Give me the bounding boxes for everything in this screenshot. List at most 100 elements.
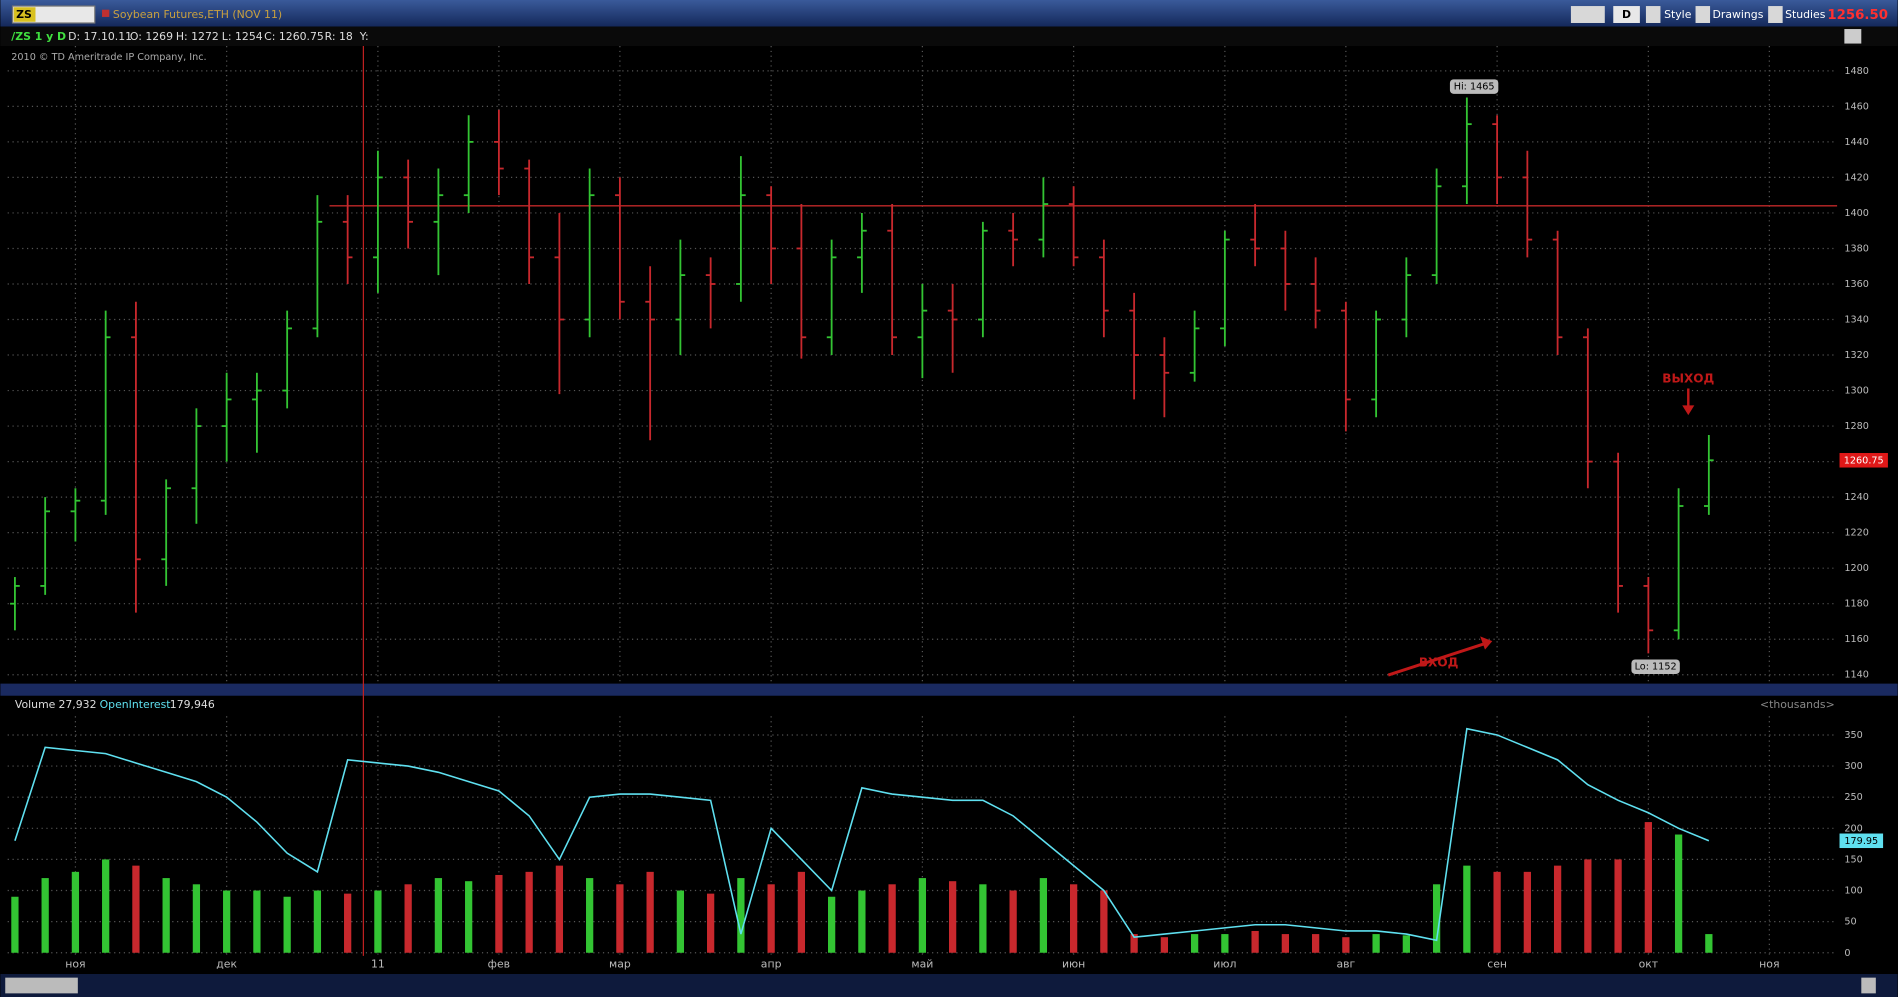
entry-arrow — [1387, 642, 1486, 677]
open-interest-line — [14, 727, 1710, 942]
volume-bar — [858, 890, 866, 953]
extreme-tag — [1631, 659, 1680, 674]
volume-bar — [71, 871, 80, 953]
button-label[interactable]: Drawings — [1712, 8, 1763, 21]
volume-bar — [676, 890, 685, 953]
button-label[interactable]: Studies — [1785, 8, 1826, 21]
oi-tag — [1839, 833, 1884, 849]
scroll-button[interactable] — [1861, 977, 1876, 994]
volume-bar — [1342, 937, 1350, 953]
info: L: 1254 — [222, 30, 263, 43]
volume-bar — [1009, 890, 1017, 953]
info: C: 1260.75 — [264, 30, 324, 43]
volume-bar — [918, 878, 927, 953]
y-tick-label: 1300 — [1844, 386, 1869, 397]
volume-bar — [707, 893, 715, 953]
oi-tag-label: 179.95 — [1844, 836, 1878, 847]
y-tick-label: 0 — [1844, 948, 1850, 959]
volume-bar — [1705, 934, 1713, 953]
y-tick-label: 1340 — [1844, 315, 1869, 326]
extreme-tag — [1449, 79, 1499, 94]
x-tick-label: июл — [1213, 957, 1236, 970]
volume-bar — [283, 896, 291, 953]
volume-bar — [797, 871, 806, 953]
volume-bar — [434, 878, 443, 953]
volume-bar — [1039, 878, 1048, 953]
volume-bar — [1553, 865, 1562, 953]
volume-bar — [344, 893, 352, 953]
volume-bar — [11, 896, 19, 953]
volume-bar — [1311, 934, 1320, 953]
info: Y: — [359, 30, 369, 43]
y-tick-label: 100 — [1844, 886, 1862, 897]
y-tick-label: 1280 — [1844, 421, 1869, 432]
last-quote: 1256.50 — [1827, 8, 1888, 23]
volume-bar — [828, 896, 836, 953]
volume-bar — [1221, 934, 1229, 953]
x-tick-label: май — [911, 957, 933, 970]
y-tick-label: 1480 — [1844, 66, 1869, 77]
volume-bar — [102, 859, 110, 953]
volume-bar — [1463, 865, 1471, 953]
volume-bar — [1402, 935, 1410, 953]
volume-bar — [1584, 859, 1592, 953]
symbol: ZS — [16, 8, 32, 21]
volume-bar — [1493, 871, 1501, 953]
extreme-label: Lo: 1152 — [1635, 662, 1677, 673]
tool-icons[interactable] — [1570, 6, 1605, 23]
button-icon — [1695, 6, 1711, 23]
title-bar — [0, 0, 1898, 27]
volume-bar — [1069, 884, 1078, 953]
volume-bar — [1130, 934, 1138, 953]
volume-bar — [949, 881, 957, 953]
button-icon — [1768, 6, 1783, 23]
y-tick-label: 1400 — [1844, 208, 1869, 219]
info: D: 17.10.11 — [68, 30, 132, 43]
y-tick-label: 350 — [1844, 730, 1862, 741]
bottom-bar — [0, 974, 1898, 997]
panel-button[interactable] — [1844, 29, 1862, 44]
volume-bar — [616, 884, 624, 953]
x-tick-label: 11 — [371, 957, 385, 970]
volume-bar — [737, 878, 745, 953]
x-tick-label: ноя — [65, 957, 85, 970]
button-icon — [1645, 6, 1661, 23]
bottom-tools[interactable] — [5, 977, 78, 994]
exit-label: ВЫХОД — [1662, 371, 1714, 385]
volume-bar — [646, 871, 654, 953]
lower-info: 179,946 — [170, 698, 215, 711]
volume-bar — [1100, 890, 1108, 953]
extreme-label: Hi: 1465 — [1454, 82, 1495, 93]
y-tick-label: 1320 — [1844, 350, 1869, 361]
info: O: 1269 — [130, 30, 173, 43]
volume-bar — [1281, 934, 1289, 953]
button-label[interactable]: Style — [1664, 8, 1692, 21]
volume-bar — [767, 884, 775, 953]
y-tick-label: 150 — [1844, 854, 1862, 865]
volume-bar — [132, 865, 140, 953]
instrument-icon — [102, 9, 110, 17]
x-tick-label: окт — [1639, 957, 1659, 970]
period-button[interactable] — [1613, 6, 1640, 23]
exit-arrowhead — [1682, 405, 1695, 416]
info: /ZS 1 y D — [11, 30, 66, 43]
y-tick-label: 1180 — [1844, 599, 1869, 610]
y-tick-label: 1200 — [1844, 563, 1869, 574]
info: H: 1272 — [176, 30, 219, 43]
volume-bar — [41, 878, 49, 953]
y-tick-label: 300 — [1844, 761, 1862, 772]
volume-bar — [1523, 871, 1531, 953]
entry-label: ВХОД — [1419, 655, 1459, 669]
x-tick-label: авг — [1336, 957, 1355, 970]
units: <thousands> — [1760, 698, 1835, 711]
volume-bar — [525, 871, 533, 953]
volume-bar — [192, 884, 201, 953]
y-tick-label: 1240 — [1844, 492, 1869, 503]
volume-bar — [1674, 834, 1683, 953]
volume-bar — [1372, 934, 1380, 953]
volume-bar — [1432, 884, 1441, 953]
lower-info: OpenInterest — [100, 698, 171, 711]
lower-info: Volume — [15, 698, 56, 711]
